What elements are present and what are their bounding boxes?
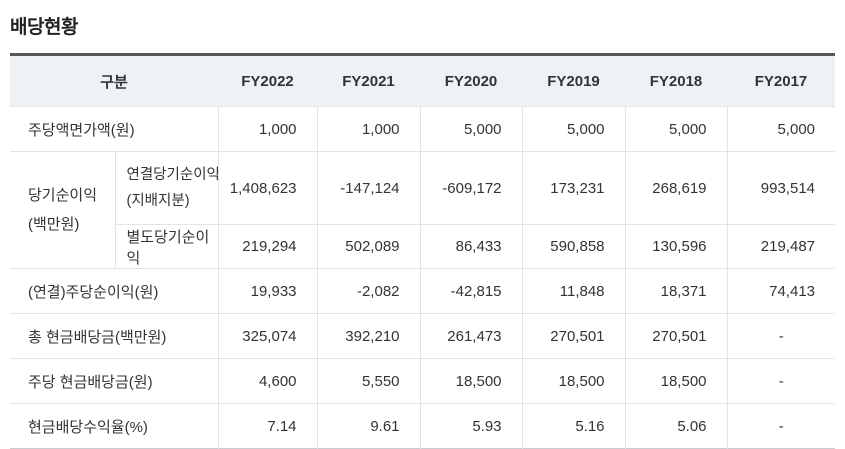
cell-value: 392,210 <box>316 313 421 359</box>
cell-value: 173,231 <box>521 151 626 225</box>
cell-value: 270,501 <box>521 313 626 359</box>
cell-value: -147,124 <box>316 151 421 225</box>
row-label: 총 현금배당금(백만원) <box>10 313 219 359</box>
row-label: 현금배당수익율(%) <box>10 403 219 449</box>
cell-value: 4,600 <box>217 358 318 404</box>
page-title: 배당현황 <box>10 17 78 38</box>
cell-value: 5,000 <box>521 106 626 152</box>
cell-value: 5,000 <box>624 106 728 152</box>
cell-value: 502,089 <box>316 224 421 269</box>
cell-value: 9.61 <box>316 403 421 449</box>
sublabel-line2: (지배지분) <box>126 193 190 209</box>
cell-value: 993,514 <box>726 151 836 225</box>
cell-value: 5.16 <box>521 403 626 449</box>
cell-value: -609,172 <box>419 151 523 225</box>
cell-value: 325,074 <box>217 313 318 359</box>
row-sublabel: 연결당기순이익 (지배지분) <box>114 151 220 225</box>
column-header-fy2018: FY2018 <box>625 54 728 107</box>
dividend-table: 구분 FY2022 FY2021 FY2020 FY2019 FY2018 FY… <box>10 53 836 449</box>
cell-value: 18,500 <box>419 358 523 404</box>
column-header-fy2021: FY2021 <box>317 54 421 107</box>
column-header-fy2020: FY2020 <box>420 54 523 107</box>
sublabel-line1: 연결당기순이익 <box>126 167 220 183</box>
group-label-line2: (백만원) <box>28 216 80 233</box>
table-row-cash-dividend-per-share: 주당 현금배당금(원) 4,600 5,550 18,500 18,500 18… <box>10 358 836 404</box>
column-header-fy2019: FY2019 <box>522 54 626 107</box>
cell-value: 5.06 <box>624 403 728 449</box>
row-label: (연결)주당순이익(원) <box>10 268 219 314</box>
cell-value: - <box>726 403 836 449</box>
table-row-cash-dividend-yield: 현금배당수익율(%) 7.14 9.61 5.93 5.16 5.06 - <box>10 403 836 449</box>
cell-value: 590,858 <box>521 224 626 269</box>
cell-value: 86,433 <box>419 224 523 269</box>
table-row-separate-net-income: 별도당기순이익 219,294 502,089 86,433 590,858 1… <box>10 224 836 269</box>
table-row-consolidated-net-income: 당기순이익 (백만원) 연결당기순이익 (지배지분) 1,408,623 -14… <box>10 151 836 269</box>
row-label: 주당 현금배당금(원) <box>10 358 219 404</box>
cell-value: 219,294 <box>217 224 318 269</box>
column-header-fy2017: FY2017 <box>727 54 836 107</box>
cell-value: 11,848 <box>521 268 626 314</box>
cell-value: 18,371 <box>624 268 728 314</box>
cell-value: 1,000 <box>217 106 318 152</box>
cell-value: 130,596 <box>624 224 728 269</box>
cell-value: 74,413 <box>726 268 836 314</box>
cell-value: 18,500 <box>521 358 626 404</box>
table-row-par-value: 주당액면가액(원) 1,000 1,000 5,000 5,000 5,000 … <box>10 106 836 152</box>
cell-value: 270,501 <box>624 313 728 359</box>
cell-value: 1,000 <box>316 106 421 152</box>
column-header-fy2022: FY2022 <box>218 54 318 107</box>
cell-value: 261,473 <box>419 313 523 359</box>
table-header-row: 구분 FY2022 FY2021 FY2020 FY2019 FY2018 FY… <box>10 54 836 107</box>
cell-value: 5,000 <box>726 106 836 152</box>
cell-value: 5,550 <box>316 358 421 404</box>
cell-value: 5,000 <box>419 106 523 152</box>
group-label-line1: 당기순이익 <box>28 187 98 204</box>
row-sublabel: 별도당기순이익 <box>115 224 219 269</box>
table-row-eps: (연결)주당순이익(원) 19,933 -2,082 -42,815 11,84… <box>10 268 836 314</box>
cell-value: - <box>726 358 836 404</box>
cell-value: 268,619 <box>624 151 728 225</box>
row-label: 주당액면가액(원) <box>10 106 219 152</box>
cell-value: - <box>726 313 836 359</box>
cell-value: 7.14 <box>217 403 318 449</box>
column-header-category: 구분 <box>10 54 219 107</box>
cell-value: 219,487 <box>726 224 836 269</box>
cell-value: 5.93 <box>419 403 523 449</box>
row-group-label-net-income: 당기순이익 (백만원) <box>10 151 116 269</box>
cell-value: 19,933 <box>217 268 318 314</box>
cell-value: -42,815 <box>419 268 523 314</box>
table-row-total-cash-dividend: 총 현금배당금(백만원) 325,074 392,210 261,473 270… <box>10 313 836 359</box>
cell-value: 1,408,623 <box>217 151 318 225</box>
cell-value: -2,082 <box>316 268 421 314</box>
cell-value: 18,500 <box>624 358 728 404</box>
